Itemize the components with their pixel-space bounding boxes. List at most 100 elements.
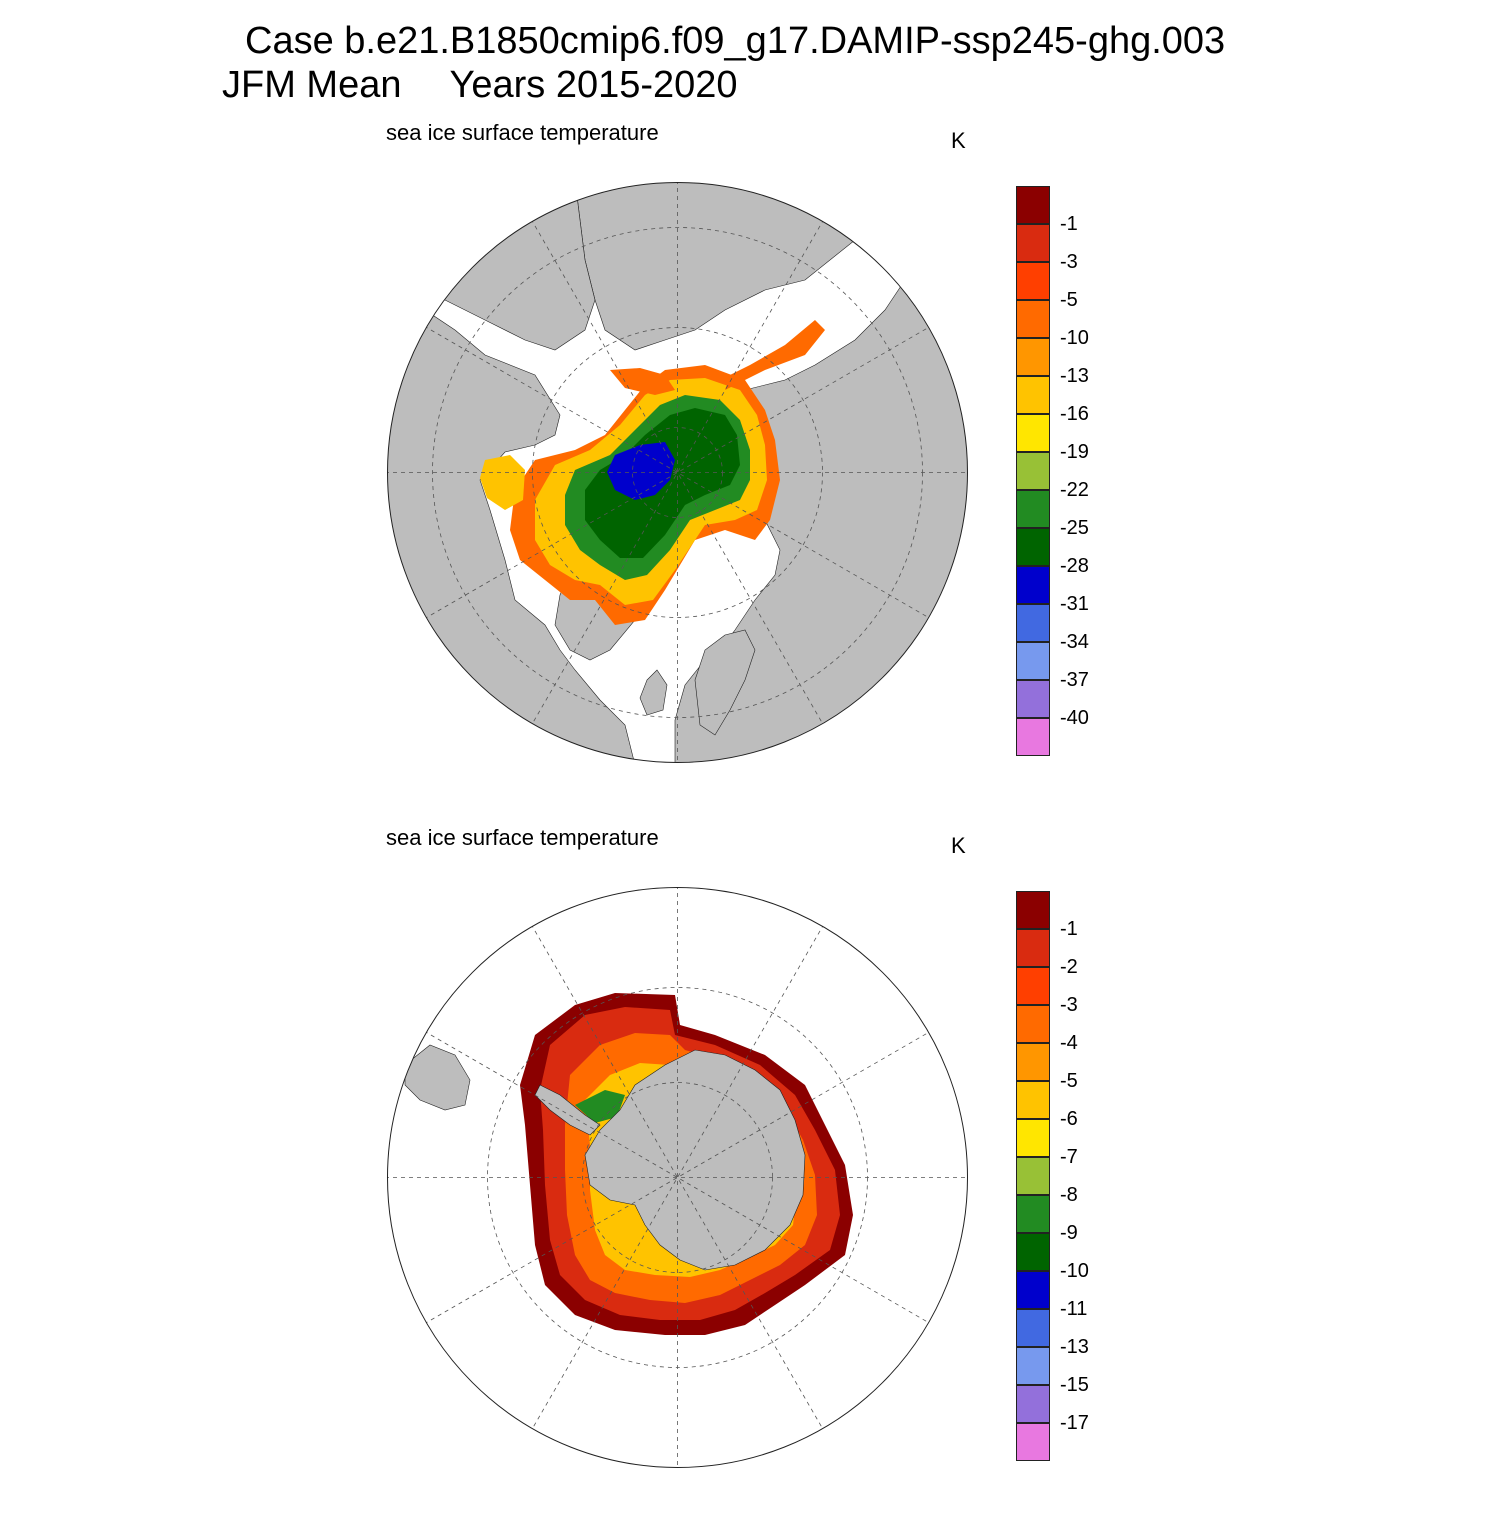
colorbar-swatch — [1016, 680, 1050, 718]
arctic-map — [385, 180, 970, 765]
colorbar-tick — [1040, 300, 1050, 301]
antarctic-panel-title: sea ice surface temperature — [386, 825, 659, 850]
colorbar-label: -9 — [1060, 1222, 1078, 1244]
colorbar-swatch — [1016, 642, 1050, 680]
colorbar-tick — [1040, 680, 1050, 681]
colorbar-swatch — [1016, 1233, 1050, 1271]
colorbar-label: -13 — [1060, 1336, 1089, 1358]
colorbar-tick — [1040, 414, 1050, 415]
arctic-units-label: K — [951, 128, 966, 153]
colorbar-tick — [1040, 604, 1050, 605]
colorbar-swatch — [1016, 1309, 1050, 1347]
colorbar-tick — [1040, 452, 1050, 453]
colorbar-swatch — [1016, 1195, 1050, 1233]
colorbar-label: -25 — [1060, 517, 1089, 539]
colorbar-label: -1 — [1060, 918, 1078, 940]
colorbar-label: -10 — [1060, 1260, 1089, 1282]
graticule — [387, 887, 968, 1468]
colorbar-label: -34 — [1060, 631, 1089, 653]
map-border — [387, 182, 968, 763]
colorbar-label: -16 — [1060, 403, 1089, 425]
colorbar-tick — [1040, 1081, 1050, 1082]
colorbar-label: -11 — [1060, 1298, 1088, 1320]
south-america-land — [404, 1044, 471, 1111]
arctic-colorbar: -1 -3 -5 -10 -13 -16 -19 -22 -25 -28 -31 -34 -37 -40 — [1016, 186, 1146, 758]
antarctic-peninsula-land — [534, 1084, 601, 1136]
colorbar-swatch — [1016, 1347, 1050, 1385]
colorbar-label: -37 — [1060, 669, 1089, 691]
colorbar-swatch — [1016, 1005, 1050, 1043]
colorbar-label: -5 — [1060, 1070, 1078, 1092]
colorbar-label: -2 — [1060, 956, 1078, 978]
colorbar-swatch — [1016, 376, 1050, 414]
sea-ice-green — [575, 1090, 625, 1123]
colorbar-swatch — [1016, 967, 1050, 1005]
colorbar-tick — [1040, 1119, 1050, 1120]
colorbar-label: -7 — [1060, 1146, 1078, 1168]
uk-land — [639, 669, 668, 716]
colorbar-swatch — [1016, 1043, 1050, 1081]
colorbar-tick — [1040, 1385, 1050, 1386]
map-border — [387, 887, 968, 1468]
colorbar-swatch — [1016, 566, 1050, 604]
antarctic-map — [385, 885, 970, 1470]
colorbar-swatch — [1016, 300, 1050, 338]
graticule — [387, 182, 968, 763]
colorbar-swatch — [1016, 186, 1050, 224]
antarctica-land — [584, 1049, 806, 1271]
season-label: JFM Mean — [222, 64, 402, 106]
colorbar-swatch — [1016, 891, 1050, 929]
colorbar-tick — [1040, 1347, 1050, 1348]
arctic-map-svg — [387, 182, 968, 763]
colorbar-swatch — [1016, 224, 1050, 262]
colorbar-label: -10 — [1060, 327, 1089, 349]
colorbar-label: -6 — [1060, 1108, 1078, 1130]
colorbar-swatch — [1016, 414, 1050, 452]
colorbar-label: -4 — [1060, 1032, 1078, 1054]
arctic-panel-title: sea ice surface temperature — [386, 120, 659, 145]
colorbar-swatch — [1016, 718, 1050, 756]
colorbar-tick — [1040, 224, 1050, 225]
colorbar-swatch — [1016, 338, 1050, 376]
case-title: Case b.e21.B1850cmip6.f09_g17.DAMIP-ssp2… — [245, 20, 1226, 62]
colorbar-label: -13 — [1060, 365, 1089, 387]
colorbar-swatch — [1016, 528, 1050, 566]
sea-ice-blue-core — [607, 442, 675, 500]
colorbar-tick — [1040, 718, 1050, 719]
colorbar-label: -17 — [1060, 1412, 1089, 1434]
colorbar-tick — [1040, 566, 1050, 567]
sea-ice-okhotsk — [725, 320, 825, 390]
colorbar-label: -5 — [1060, 289, 1078, 311]
sea-ice-hudson — [480, 455, 525, 510]
antarctic-map-svg — [387, 887, 968, 1468]
colorbar-swatch — [1016, 929, 1050, 967]
colorbar-tick — [1040, 1233, 1050, 1234]
years-label: Years 2015-2020 — [449, 64, 738, 106]
colorbar-tick — [1040, 528, 1050, 529]
colorbar-tick — [1040, 490, 1050, 491]
colorbar-swatch — [1016, 1385, 1050, 1423]
antarctic-colorbar: -1 -2 -3 -4 -5 -6 -7 -8 -9 -10 -11 -13 -15 -17 — [1016, 891, 1146, 1463]
colorbar-label: -15 — [1060, 1374, 1089, 1396]
colorbar-label: -3 — [1060, 994, 1078, 1016]
colorbar-tick — [1040, 929, 1050, 930]
colorbar-label: -8 — [1060, 1184, 1078, 1206]
scandinavia-land — [694, 629, 756, 736]
sea-ice-bering — [610, 368, 675, 395]
colorbar-label: -1 — [1060, 213, 1078, 235]
colorbar-tick — [1040, 1005, 1050, 1006]
colorbar-label: -31 — [1060, 593, 1089, 615]
colorbar-label: -22 — [1060, 479, 1089, 501]
colorbar-swatch — [1016, 490, 1050, 528]
arctic-panel: sea ice surface temperature K — [0, 110, 1500, 810]
colorbar-label: -3 — [1060, 251, 1078, 273]
colorbar-swatch — [1016, 452, 1050, 490]
colorbar-label: -19 — [1060, 441, 1089, 463]
colorbar-label: -28 — [1060, 555, 1089, 577]
season-title: JFM Mean Years 2015-2020 — [222, 64, 738, 107]
colorbar-swatch — [1016, 604, 1050, 642]
colorbar-tick — [1040, 642, 1050, 643]
colorbar-tick — [1040, 1309, 1050, 1310]
colorbar-tick — [1040, 1043, 1050, 1044]
colorbar-swatch — [1016, 1081, 1050, 1119]
